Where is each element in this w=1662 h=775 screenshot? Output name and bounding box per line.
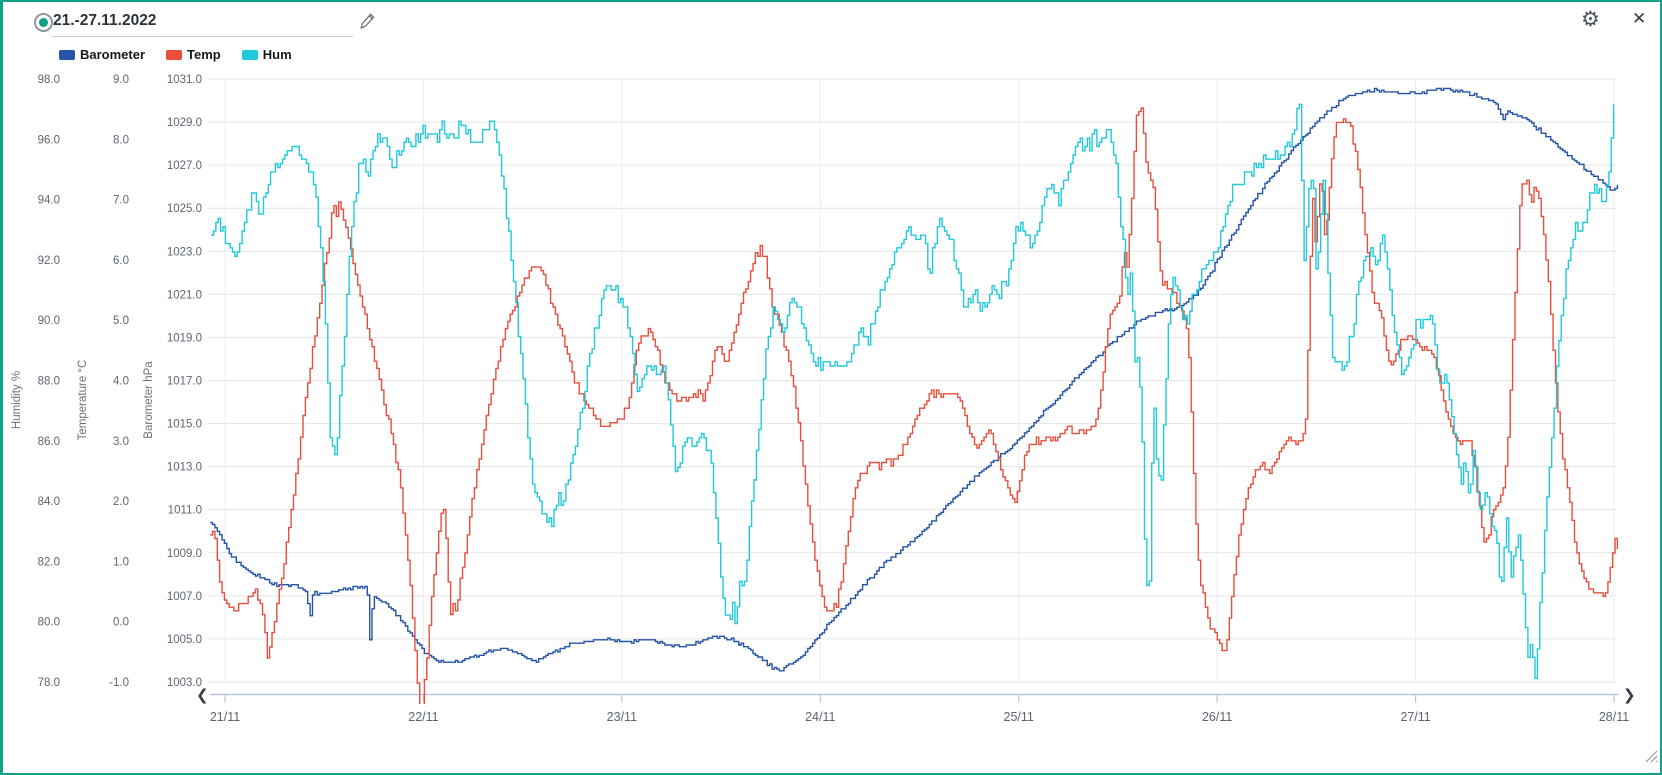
y-axis-title: Humidity % [11,371,23,429]
y-tick-label: 94.0 [38,195,60,207]
temp-swatch-icon [166,49,183,60]
y-tick-label: 4.0 [113,376,129,388]
close-icon[interactable]: ✕ [1632,9,1647,28]
y-tick-label: 92.0 [38,255,60,267]
y-axis-title: Temperature °C [77,360,89,441]
y-tick-label: 1031.0 [167,74,202,86]
y-tick-label: 98.0 [38,74,60,86]
y-tick-label: 6.0 [113,255,129,267]
legend-label: Hum [262,47,292,62]
y-tick-label: 1023.0 [167,246,202,258]
y-tick-label: 96.0 [38,134,60,146]
date-range-input[interactable] [51,8,353,37]
y-tick-label: 1015.0 [167,419,202,431]
y-tick-label: 0.0 [113,617,129,629]
navigate-next-icon[interactable]: ❯ [1623,687,1636,704]
legend-label: Temp [187,47,221,62]
chart-canvas[interactable]: 98.0 96.0 94.0 92.0 90.0 88.0 86.0 84.0 82.0 80.0… [3,2,1662,775]
y-tick-label: 90.0 [38,315,60,327]
y-tick-label: 1013.0 [167,462,202,474]
x-tick-label: 25/11 [1004,710,1034,724]
y-tick-label: 82.0 [38,556,60,568]
y-tick-label: 1.0 [113,556,129,568]
y-tick-label: 84.0 [38,496,60,508]
resize-handle[interactable] [1643,748,1659,769]
y-tick-label: 1003.0 [167,677,202,689]
y-tick-label: 1025.0 [167,203,202,215]
legend-item-temp[interactable]: Temp [166,47,221,62]
hum-swatch-icon [241,49,258,60]
legend-item-barometer[interactable]: Barometer [59,47,145,62]
chart-legend: Barometer Temp Hum [59,47,313,62]
x-tick-label: 22/11 [408,710,438,724]
y-tick-label: 1029.0 [167,117,202,129]
temp-line [210,107,1619,704]
y-tick-label: 9.0 [113,74,129,86]
x-tick-label: 28/11 [1599,710,1629,724]
y-tick-label: -1.0 [109,677,129,689]
y-tick-label: 1019.0 [167,332,202,344]
y-tick-label: 78.0 [38,677,60,689]
y-tick-label: 7.0 [113,195,129,207]
radio-dot-icon [39,18,48,27]
y-tick-label: 8.0 [113,134,129,146]
x-tick-label: 24/11 [805,710,835,724]
legend-item-hum[interactable]: Hum [241,47,292,62]
y-tick-label: 1027.0 [167,160,202,172]
barometer-swatch-icon [59,49,75,60]
y-tick-label: 88.0 [38,376,60,388]
y-tick-label: 1017.0 [167,376,202,388]
y-tick-label: 3.0 [113,436,129,448]
y-tick-label: 2.0 [113,496,129,508]
x-tick-label: 27/11 [1400,710,1430,724]
y-axis-title: Barometer hPa [143,361,155,439]
y-tick-label: 1021.0 [167,289,202,301]
y-tick-label: 80.0 [38,617,60,629]
navigate-previous-icon[interactable]: ❮ [196,687,209,704]
settings-gear-icon[interactable]: ⚙ [1581,8,1600,31]
hum-line [211,103,1615,680]
legend-label: Barometer [80,47,146,62]
edit-pencil-icon[interactable] [359,12,376,34]
y-tick-label: 5.0 [113,315,129,327]
barometer-line [210,87,1619,672]
y-tick-label: 1011.0 [168,505,202,517]
y-tick-label: 86.0 [38,436,60,448]
x-tick-label: 26/11 [1202,710,1232,724]
x-tick-label: 23/11 [607,710,637,724]
y-tick-label: 1005.0 [167,634,202,646]
y-tick-label: 1007.0 [167,591,202,603]
x-tick-label: 21/11 [210,710,240,724]
y-tick-label: 1009.0 [167,548,202,560]
